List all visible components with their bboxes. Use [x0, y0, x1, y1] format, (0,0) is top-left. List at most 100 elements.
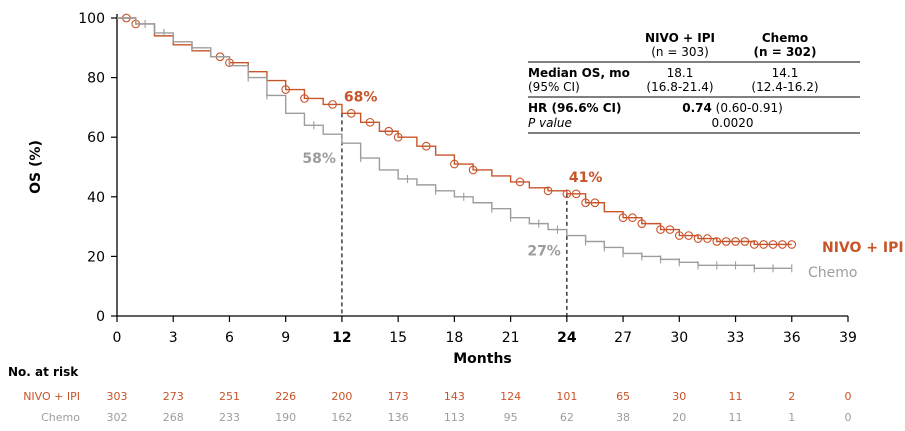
x-tick-label: 6 — [225, 330, 234, 346]
at-risk-nivo-value: 143 — [444, 390, 465, 403]
y-tick-label: 20 — [87, 249, 105, 265]
nivo-censor-mark — [778, 240, 787, 249]
at-risk-nivo-value: 65 — [616, 390, 630, 403]
x-tick-label: 0 — [113, 330, 122, 346]
at-risk-nivo-value: 124 — [500, 390, 521, 403]
table-p-label: P value — [528, 116, 572, 130]
nivo-censor-mark — [581, 198, 590, 208]
table-median-nivo-ci: (16.8-21.4) — [646, 80, 713, 94]
table-median-chemo: 14.1 — [772, 66, 799, 80]
at-risk-chemo-value: 162 — [331, 411, 352, 424]
nivo-censor-mark — [393, 132, 403, 142]
nivo-end-label: NIVO + IPI — [822, 240, 904, 256]
x-tick-label: 39 — [839, 330, 857, 346]
at-risk-nivo-label: NIVO + IPI — [23, 390, 80, 403]
at-risk-chemo-value: 20 — [672, 411, 686, 424]
table-col1-n: (n = 303) — [651, 45, 709, 59]
x-tick-label: 15 — [389, 330, 407, 346]
table-hr-value: 0.74 (0.60-0.91) — [682, 101, 783, 115]
at-risk-nivo-value: 30 — [672, 390, 686, 403]
x-tick-label: 36 — [783, 330, 801, 346]
x-tick-label: 27 — [614, 330, 632, 346]
at-risk-nivo-value: 251 — [219, 390, 240, 403]
at-risk-nivo-value: 173 — [388, 390, 409, 403]
at-risk-chemo-value: 233 — [219, 411, 240, 424]
x-tick-label: 24 — [557, 330, 577, 346]
nivo-censor-mark — [571, 189, 581, 199]
at-risk-nivo-value: 273 — [163, 390, 184, 403]
at-risk-nivo-value: 200 — [331, 390, 352, 403]
at-risk-title: No. at risk — [8, 365, 79, 379]
nivo-censor-mark — [712, 237, 722, 246]
nivo-censor-mark — [421, 141, 431, 151]
at-risk-chemo-value: 62 — [560, 411, 574, 424]
at-risk-nivo-value: 303 — [107, 390, 128, 403]
nivo-censor-mark — [281, 85, 291, 94]
table-hr-label: HR (96.6% CI) — [528, 101, 622, 115]
nivo-censor-mark — [637, 219, 647, 228]
x-tick-label: 18 — [445, 330, 463, 346]
at-risk-chemo-value: 0 — [845, 411, 852, 424]
nivo-censor-mark — [731, 237, 740, 246]
nivo-censor-mark — [628, 213, 637, 223]
at-risk-nivo-value: 11 — [729, 390, 743, 403]
at-risk-chemo-value: 95 — [504, 411, 518, 424]
landmark-12-chemo-label: 58% — [302, 151, 336, 167]
at-risk-nivo-value: 101 — [556, 390, 577, 403]
nivo-censor-mark — [740, 237, 750, 246]
nivo-censor-mark — [674, 231, 684, 240]
y-tick-label: 80 — [87, 71, 105, 87]
at-risk-chemo-value: 190 — [275, 411, 296, 424]
nivo-censor-mark — [365, 117, 375, 127]
at-risk-chemo-value: 113 — [444, 411, 465, 424]
at-risk-chemo-value: 136 — [388, 411, 409, 424]
table-p-value: 0.0020 — [712, 116, 754, 130]
table-col2-header: Chemo — [762, 31, 808, 45]
nivo-censor-mark — [384, 126, 394, 136]
nivo-censor-mark — [749, 240, 759, 249]
nivo-censor-mark — [703, 234, 712, 243]
y-tick-label: 0 — [96, 309, 105, 325]
at-risk-chemo-value: 1 — [788, 411, 795, 424]
y-tick-label: 100 — [78, 11, 105, 27]
table-col2-n: (n = 302) — [754, 45, 817, 59]
nivo-censor-mark — [768, 240, 778, 249]
x-tick-label: 30 — [670, 330, 688, 346]
nivo-censor-mark — [759, 240, 769, 249]
x-tick-label: 9 — [281, 330, 290, 346]
landmark-24-nivo-label: 41% — [569, 170, 603, 186]
at-risk-chemo-value: 268 — [163, 411, 184, 424]
table-median-chemo-ci: (12.4-16.2) — [751, 80, 818, 94]
at-risk-chemo-value: 302 — [107, 411, 128, 424]
nivo-censor-mark — [684, 231, 694, 240]
nivo-censor-mark — [468, 165, 478, 175]
x-tick-label: 3 — [169, 330, 178, 346]
summary-table: NIVO + IPI(n = 303) Chemo(n = 302) Median … — [528, 31, 860, 134]
nivo-censor-mark — [665, 225, 675, 234]
nivo-censor-mark — [450, 159, 459, 169]
nivo-censor-mark — [543, 186, 553, 196]
nivo-censor-mark — [300, 94, 309, 103]
nivo-censor-mark — [515, 177, 525, 187]
nivo-censor-mark — [590, 198, 600, 208]
nivo-censor-mark — [562, 189, 572, 199]
at-risk-nivo-value: 0 — [845, 390, 852, 403]
at-risk-chemo-value: 38 — [616, 411, 630, 424]
table-median-sub: (95% CI) — [528, 80, 580, 94]
at-risk-nivo-value: 226 — [275, 390, 296, 403]
x-axis-title: Months — [453, 351, 512, 367]
landmark-12-nivo-label: 68% — [344, 89, 378, 105]
table-median-nivo: 18.1 — [667, 66, 694, 80]
nivo-censor-mark — [328, 100, 337, 109]
x-tick-label: 12 — [332, 330, 351, 346]
y-tick-label: 60 — [87, 130, 105, 146]
y-tick-label: 40 — [87, 190, 105, 206]
nivo-censor-mark — [787, 240, 797, 249]
y-axis-title: OS (%) — [28, 140, 44, 194]
at-risk-nivo-value: 2 — [788, 390, 795, 403]
table-col1-header: NIVO + IPI — [645, 31, 715, 45]
x-tick-label: 21 — [502, 330, 520, 346]
at-risk-chemo-value: 11 — [729, 411, 743, 424]
